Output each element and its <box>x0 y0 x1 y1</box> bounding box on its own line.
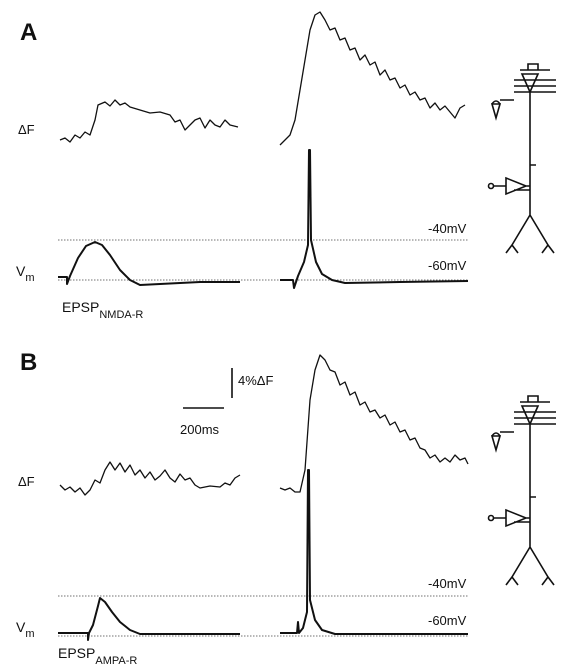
df-label: ΔF <box>18 122 35 137</box>
scale-label: 200ms <box>180 422 220 437</box>
vm-trace <box>280 469 468 635</box>
panel-a: A ΔF -40mV -60mV Vm EPSPNMDA-R <box>16 11 557 321</box>
level-label: -60mV <box>428 258 467 273</box>
epsp-label: EPSPNMDA-R <box>62 299 143 321</box>
df-trace <box>279 11 466 146</box>
level-label: -40mV <box>428 576 467 591</box>
df-trace <box>279 354 469 493</box>
panel-b: B ΔF 4%ΔF 200ms -40mV -60mV Vm EPSPAMPA-… <box>16 349 557 667</box>
vm-label: Vm <box>16 263 35 284</box>
level-label: -60mV <box>428 613 467 628</box>
panel-label: A <box>20 19 37 46</box>
vm-trace <box>280 149 469 289</box>
vm-label: Vm <box>16 619 35 640</box>
scale-label: 4%ΔF <box>238 373 273 388</box>
panel-label: B <box>20 349 37 376</box>
vm-trace <box>58 597 240 641</box>
level-label: -40mV <box>428 221 467 236</box>
df-trace <box>59 99 239 143</box>
df-label: ΔF <box>18 474 35 489</box>
df-trace <box>59 461 241 496</box>
epsp-label: EPSPAMPA-R <box>58 645 137 667</box>
vm-trace <box>58 241 240 286</box>
neuron-diagram <box>487 63 557 254</box>
neuron-diagram <box>487 395 557 586</box>
